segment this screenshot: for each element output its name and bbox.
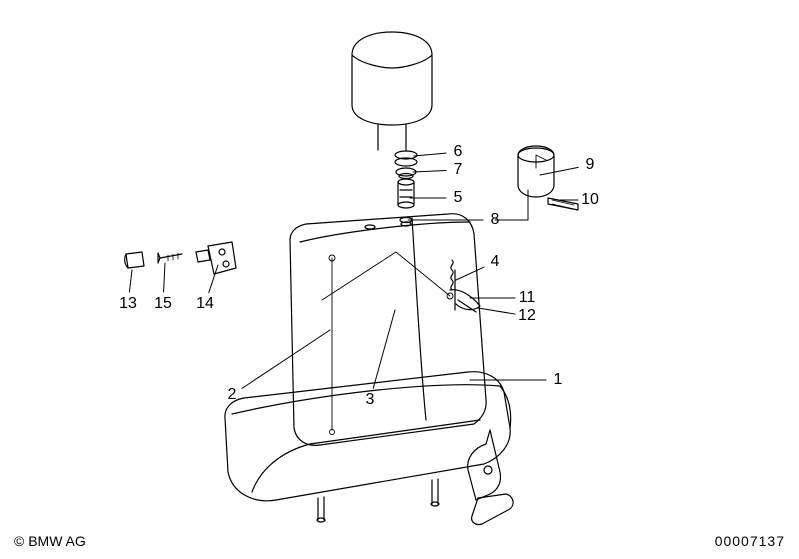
callout-2: 2 (228, 387, 237, 403)
callout-7: 7 (454, 162, 463, 178)
callout-4: 4 (491, 254, 500, 270)
callout-6: 6 (454, 144, 463, 160)
callout-1: 1 (554, 372, 563, 388)
callout-11: 11 (519, 290, 536, 306)
copyright-text: © BMW AG (14, 533, 86, 549)
callout-13: 13 (119, 296, 137, 312)
document-number: 00007137 (715, 533, 785, 549)
callout-14: 14 (196, 296, 214, 312)
callout-3: 3 (366, 392, 375, 408)
seat-exploded-line-art (0, 0, 799, 559)
diagram-stage: © BMW AG 00007137 123456789101112131415 (0, 0, 799, 559)
callout-9: 9 (586, 157, 595, 173)
callout-5: 5 (454, 190, 463, 206)
callout-15: 15 (154, 296, 172, 312)
callout-10: 10 (581, 192, 599, 208)
callout-12: 12 (518, 308, 536, 324)
callout-8: 8 (491, 212, 500, 228)
